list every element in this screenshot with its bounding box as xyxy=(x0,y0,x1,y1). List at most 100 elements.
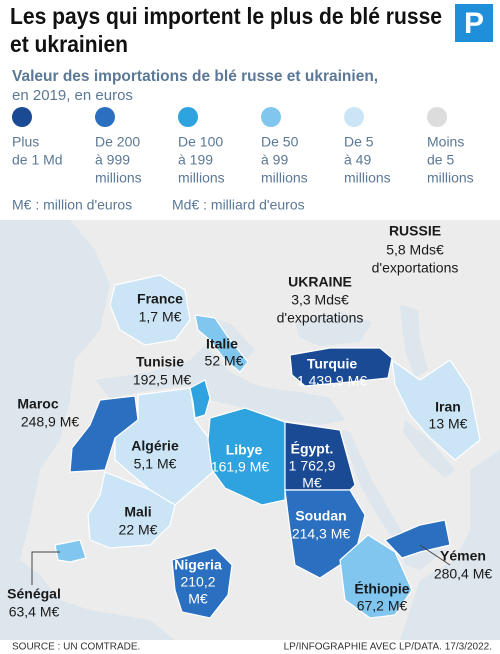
country-name: Sénégal xyxy=(7,586,61,602)
yemen xyxy=(383,519,451,559)
black-sea xyxy=(295,312,372,346)
legend-swatch xyxy=(95,107,115,127)
legend-swatch xyxy=(178,107,198,127)
country-value: 248,9 M€ xyxy=(21,414,80,430)
legend-label: à 999 xyxy=(95,152,130,168)
exporter-value: d'exportations xyxy=(372,260,459,276)
exporter-name: UKRAINE xyxy=(288,274,352,290)
country-name: Algérie xyxy=(131,438,179,454)
mali xyxy=(87,471,176,549)
credit: LP/INFOGRAPHIE AVEC LP/DATA. 17/3/2022. xyxy=(284,642,492,653)
leader-line xyxy=(419,544,451,566)
country-value: 5,1 M€ xyxy=(134,456,177,472)
legend-label: millions xyxy=(261,170,308,186)
country-name: Nigeria xyxy=(174,557,222,573)
legend-swatch xyxy=(261,107,281,127)
legend-label: Plus xyxy=(12,134,39,150)
logo-box xyxy=(455,4,493,42)
legend-swatch xyxy=(12,107,32,127)
caspian xyxy=(400,305,428,378)
note: Md€ : milliard d'euros xyxy=(172,197,305,213)
country-name: Libye xyxy=(226,442,263,458)
legend-label: millions xyxy=(178,170,225,186)
seas xyxy=(0,220,500,640)
gulf-of-guinea xyxy=(0,560,175,640)
legend-label: de 5 xyxy=(427,152,454,168)
legend-label: millions xyxy=(427,170,474,186)
country-name: Mali xyxy=(124,504,151,520)
country-name: Éthiopie xyxy=(354,581,409,597)
atlantic xyxy=(0,220,110,580)
country-value: M€ xyxy=(188,591,208,607)
legend-label: De 5 xyxy=(344,134,374,150)
arabian-sea xyxy=(400,450,500,640)
leader-line xyxy=(31,551,60,585)
egypt xyxy=(284,421,356,491)
title: Les pays qui importent le plus de blé ru… xyxy=(10,3,442,29)
exporter-value: d'exportations xyxy=(277,310,364,326)
country-value: 1 762,9 xyxy=(289,458,336,474)
legend-label: De 200 xyxy=(95,134,140,150)
country-value: 52 M€ xyxy=(205,353,244,369)
source: SOURCE : UN COMTRADE. xyxy=(12,642,140,653)
title: et ukrainien xyxy=(10,31,128,57)
legend-label: à 99 xyxy=(261,152,288,168)
country-value: 1,7 M€ xyxy=(139,309,182,325)
legend-label: à 49 xyxy=(344,152,371,168)
iran xyxy=(391,358,481,461)
persian-gulf xyxy=(403,420,455,478)
ethiopia xyxy=(339,534,413,619)
country-name: Yémen xyxy=(440,548,486,564)
legend-label: à 199 xyxy=(178,152,213,168)
legend-label: millions xyxy=(95,170,142,186)
country-name: Iran xyxy=(435,399,461,415)
logo: P xyxy=(464,7,484,40)
tunisia xyxy=(189,379,211,419)
legend-label: De 100 xyxy=(178,134,223,150)
country-value: 63,4 M€ xyxy=(9,604,60,620)
legend-swatch xyxy=(427,107,447,127)
subtitle: Valeur des importations de blé russe et … xyxy=(12,68,378,85)
country-value: 161,9 M€ xyxy=(211,459,270,475)
country-value: 214,3 M€ xyxy=(292,526,351,542)
legend-label: millions xyxy=(344,170,391,186)
adriatic xyxy=(215,318,255,360)
country-value: 22 M€ xyxy=(119,522,158,538)
subtitle: en 2019, en euros xyxy=(12,87,133,104)
country-name: Maroc xyxy=(17,396,58,412)
country-value: M€ xyxy=(302,475,322,491)
legend-label: de 1 Md xyxy=(12,152,63,168)
exporter-name: RUSSIE xyxy=(389,223,441,239)
turkey xyxy=(289,347,393,387)
country-value: 210,2 xyxy=(180,574,215,590)
country-name: Soudan xyxy=(295,508,346,524)
country-name: Turquie xyxy=(307,356,358,372)
exporter-value: 5,8 Mds€ xyxy=(386,242,444,258)
france xyxy=(109,274,191,346)
country-value: 13 M€ xyxy=(429,416,468,432)
country-name: France xyxy=(137,291,183,307)
country-name: Égypt. xyxy=(291,441,334,457)
red-sea xyxy=(340,430,410,548)
country-value: 280,4 M€ xyxy=(434,566,493,582)
country-value: 192,5 M€ xyxy=(133,372,192,388)
country-value: 1 439,9 M€ xyxy=(297,373,367,389)
map-labels: RUSSIE 5,8 Mds€ d'exportations UKRAINE 3… xyxy=(7,223,492,620)
legend-label: De 50 xyxy=(261,134,299,150)
libya xyxy=(207,407,286,506)
legend-swatch xyxy=(344,107,364,127)
country-name: Tunisie xyxy=(136,354,184,370)
nigeria xyxy=(171,547,233,619)
legend: Plus de 1 Md De 200 à 999 millions De 100 à 19… xyxy=(12,107,474,186)
countries xyxy=(54,274,481,619)
senegal xyxy=(54,539,87,563)
exporter-value: 3,3 Mds€ xyxy=(291,292,349,308)
map: RUSSIE 5,8 Mds€ d'exportations UKRAINE 3… xyxy=(0,220,500,640)
mediterranean xyxy=(95,345,345,425)
italy xyxy=(194,314,249,373)
legend-label: Moins xyxy=(427,134,464,150)
country-name: Italie xyxy=(206,336,238,352)
country-value: 67,2 M€ xyxy=(357,598,408,614)
note: M€ : million d'euros xyxy=(12,197,132,213)
